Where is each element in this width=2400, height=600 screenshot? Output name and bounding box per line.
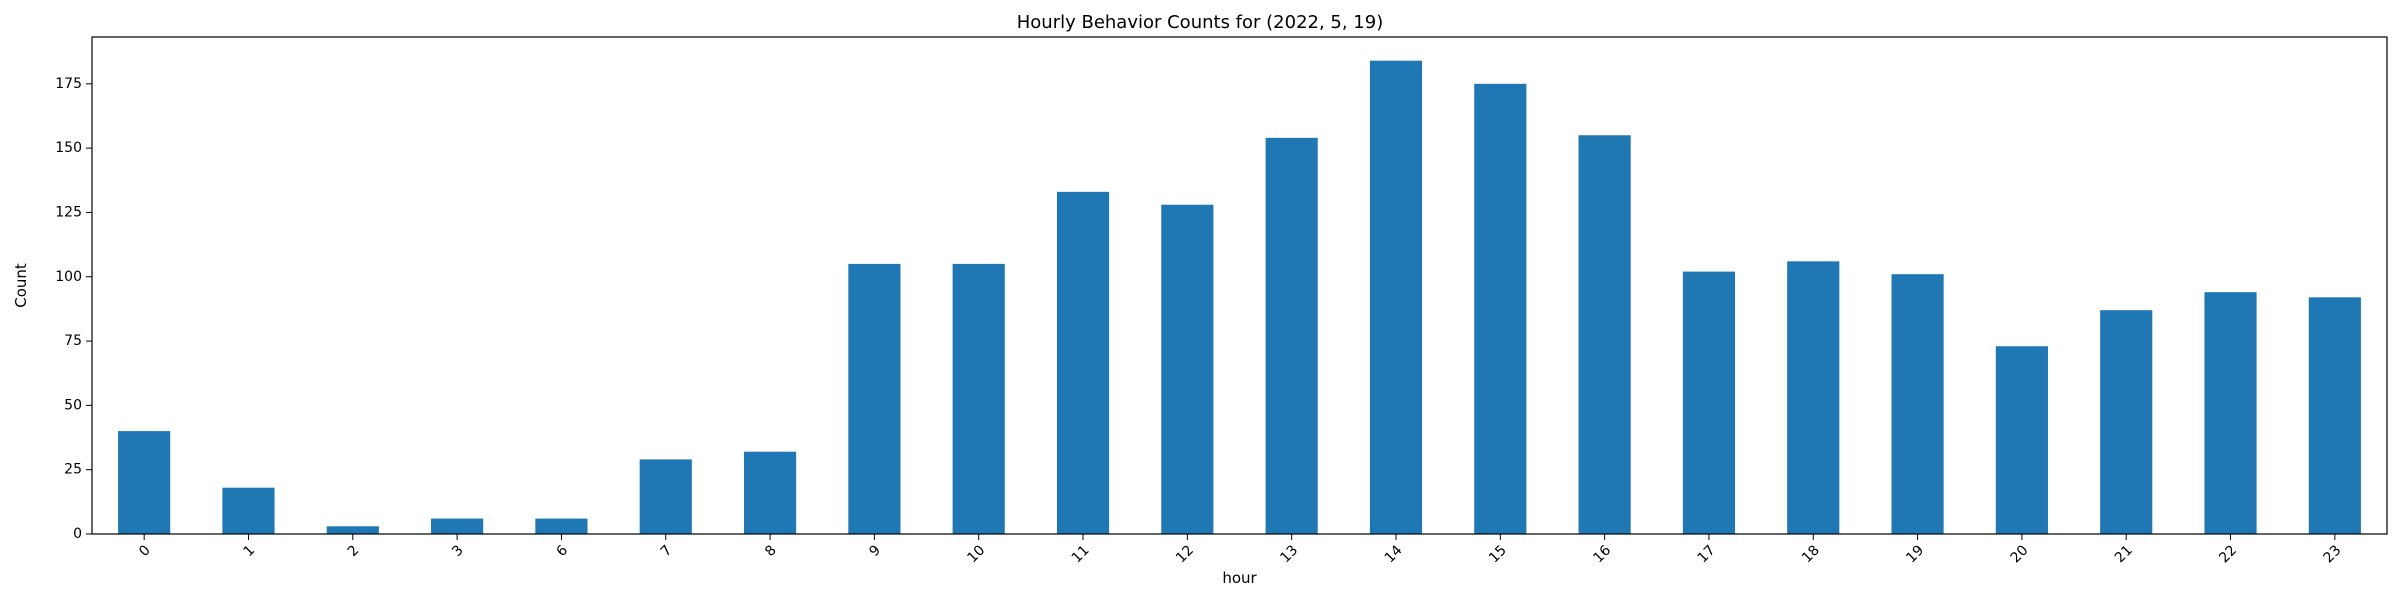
bar-hour-8 bbox=[743, 451, 797, 534]
bar-hour-20 bbox=[1995, 346, 2048, 534]
y-tick-label: 75 bbox=[64, 333, 82, 349]
x-tick-label: 15 bbox=[1486, 542, 1510, 566]
x-tick-label: 14 bbox=[1382, 542, 1406, 566]
bar-hour-15 bbox=[1474, 83, 1527, 534]
bar-hour-9 bbox=[848, 263, 901, 534]
bar-hour-17 bbox=[1682, 271, 1736, 534]
x-tick-label: 21 bbox=[2112, 542, 2136, 566]
x-tick-label: 23 bbox=[2321, 542, 2345, 566]
bar-hour-14 bbox=[1369, 60, 1423, 535]
x-tick-label: 2 bbox=[345, 542, 363, 560]
x-axis: 0 1 2 3 6 7 8 9 10 11 12 13 14 15 16 17 18 19 20 21 22 23 bbox=[136, 534, 2344, 566]
y-axis-label: Count bbox=[12, 263, 30, 308]
y-tick-label: 25 bbox=[64, 462, 82, 478]
plot-area bbox=[118, 60, 2361, 535]
chart-title: Hourly Behavior Counts for (2022, 5, 19) bbox=[1017, 12, 1384, 33]
bar-hour-12 bbox=[1161, 204, 1214, 534]
bar-hour-7 bbox=[639, 459, 692, 534]
bar-hour-2 bbox=[326, 526, 379, 534]
y-tick-label: 0 bbox=[73, 526, 82, 542]
x-tick-label: 17 bbox=[1695, 542, 1719, 566]
bar-hour-1 bbox=[222, 487, 275, 534]
bar-hour-16 bbox=[1578, 135, 1631, 534]
x-tick-label: 3 bbox=[449, 542, 467, 560]
plot-frame bbox=[91, 36, 2388, 535]
x-tick-label: 0 bbox=[136, 542, 154, 560]
bar-hour-10 bbox=[952, 263, 1005, 534]
x-tick-label: 12 bbox=[1173, 542, 1197, 566]
x-tick-label: 16 bbox=[1590, 542, 1614, 566]
bar-hour-19 bbox=[1891, 274, 1944, 534]
x-tick-label: 22 bbox=[2216, 542, 2240, 566]
bar-hour-0 bbox=[118, 431, 171, 534]
y-tick-label: 150 bbox=[55, 140, 82, 156]
y-axis: 0 25 50 75 100 125 150 175 bbox=[55, 76, 92, 542]
x-tick-label: 13 bbox=[1277, 542, 1301, 566]
y-tick-label: 100 bbox=[55, 269, 82, 285]
x-tick-label: 19 bbox=[1903, 542, 1927, 566]
bar-hour-18 bbox=[1787, 261, 1840, 534]
x-tick-label: 7 bbox=[658, 542, 676, 560]
x-tick-label: 20 bbox=[2008, 542, 2032, 566]
bar-hour-21 bbox=[2100, 310, 2153, 534]
x-tick-label: 18 bbox=[1799, 542, 1823, 566]
x-tick-label: 9 bbox=[866, 542, 884, 560]
bar-hour-11 bbox=[1056, 191, 1110, 535]
y-tick-label: 175 bbox=[55, 76, 82, 92]
bar-hour-3 bbox=[431, 518, 484, 534]
bar-hour-23 bbox=[2308, 297, 2361, 534]
x-axis-label: hour bbox=[1222, 569, 1257, 587]
y-tick-label: 50 bbox=[64, 397, 82, 413]
y-tick-label: 125 bbox=[55, 204, 82, 220]
bar-hour-13 bbox=[1265, 137, 1318, 534]
x-tick-label: 10 bbox=[964, 542, 988, 566]
x-tick-label: 8 bbox=[762, 542, 780, 560]
x-tick-label: 1 bbox=[241, 542, 259, 560]
bar-hour-22 bbox=[2204, 292, 2257, 534]
bar-hour-6 bbox=[535, 518, 588, 534]
x-tick-label: 11 bbox=[1069, 542, 1093, 566]
x-tick-label: 6 bbox=[553, 542, 571, 560]
